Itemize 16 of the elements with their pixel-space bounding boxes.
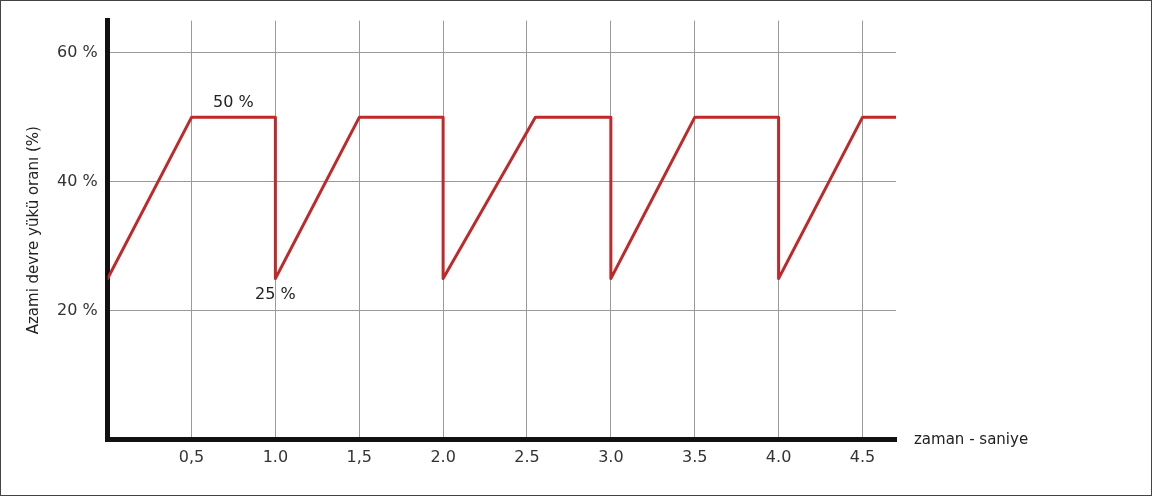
y-tick-label: 20 % <box>56 299 98 319</box>
y-tick-label: 60 % <box>56 42 98 61</box>
x-tick-label: 1.0 <box>262 446 289 466</box>
y-tick-label: 40 % <box>56 170 98 190</box>
x-tick-label: 2.0 <box>430 446 456 466</box>
x-tick-label: 4.0 <box>765 446 792 466</box>
y-axis-title: Azami devre yükü oranı (%) <box>23 126 42 335</box>
x-tick-label: 1,5 <box>346 446 372 466</box>
annotation: 25 % <box>255 283 296 303</box>
x-tick-label: 0,5 <box>178 446 205 466</box>
x-tick-label: 2.5 <box>514 446 540 466</box>
x-axis-title: zaman - saniye <box>914 429 1029 448</box>
x-tick-label: 4.5 <box>849 446 876 466</box>
x-tick-label: 3.0 <box>598 446 624 466</box>
annotation: 50 % <box>213 92 254 112</box>
x-tick-label: 3.5 <box>681 446 708 466</box>
